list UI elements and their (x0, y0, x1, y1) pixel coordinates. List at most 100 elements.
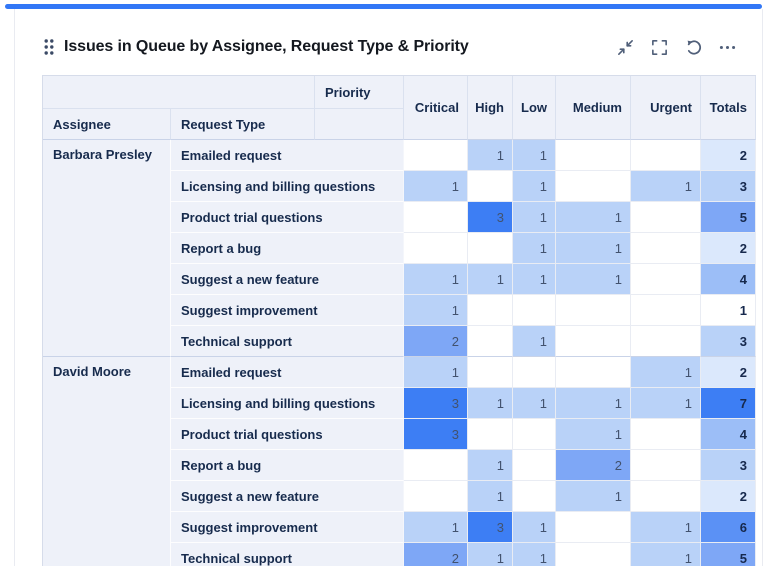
pivot-table: Priority Critical High Low Medium Urgent Total… (42, 75, 756, 566)
value-cell: 1 (556, 481, 631, 512)
more-options-icon[interactable] (717, 37, 738, 58)
request-type-cell: Report a bug (171, 233, 404, 264)
table-row: Product trial questions 3 1 4 (43, 419, 756, 450)
value-cell: 1 (631, 388, 701, 419)
value-cell: 1 (513, 388, 556, 419)
assignee-cell: David Moore (43, 357, 171, 566)
value-cell (404, 140, 468, 171)
value-cell: 1 (513, 264, 556, 295)
value-cell (556, 295, 631, 326)
value-cell (404, 481, 468, 512)
table-row: Technical support 2 1 1 1 5 (43, 543, 756, 566)
request-type-cell: Technical support (171, 543, 404, 566)
value-cell: 2 (556, 450, 631, 481)
table-row: Product trial questions 3 1 1 5 (43, 202, 756, 233)
request-type-cell: Suggest improvement (171, 512, 404, 543)
request-type-cell: Licensing and billing questions (171, 171, 404, 202)
value-cell: 3 (468, 512, 513, 543)
value-cell: 1 (513, 512, 556, 543)
value-cell: 2 (404, 543, 468, 566)
table-row: Suggest improvement 1 3 1 1 6 (43, 512, 756, 543)
value-cell: 1 (468, 543, 513, 566)
request-type-cell: Suggest a new feature (171, 264, 404, 295)
value-cell: 1 (468, 140, 513, 171)
value-cell: 1 (468, 264, 513, 295)
table-row: David Moore Emailed request 1 1 2 (43, 357, 756, 566)
value-cell: 1 (513, 233, 556, 264)
total-cell: 5 (701, 543, 756, 566)
collapse-icon[interactable] (615, 37, 636, 58)
column-header-critical: Critical (404, 76, 468, 140)
column-header-low: Low (513, 76, 556, 140)
refresh-icon[interactable] (683, 37, 704, 58)
value-cell: 1 (404, 295, 468, 326)
pivot-table-wrap: Priority Critical High Low Medium Urgent Total… (42, 75, 756, 566)
value-cell: 1 (404, 512, 468, 543)
value-cell (513, 419, 556, 450)
value-cell (513, 357, 556, 388)
drag-handle-icon[interactable] (43, 38, 55, 56)
value-cell (404, 233, 468, 264)
column-header-high: High (468, 76, 513, 140)
value-cell: 1 (556, 233, 631, 264)
request-type-cell: Licensing and billing questions (171, 388, 404, 419)
total-cell: 6 (701, 512, 756, 543)
value-cell (468, 233, 513, 264)
value-cell (513, 450, 556, 481)
value-cell (404, 202, 468, 233)
value-cell: 1 (556, 202, 631, 233)
request-type-cell: Suggest improvement (171, 295, 404, 326)
request-type-cell: Product trial questions (171, 419, 404, 450)
total-cell: 1 (701, 295, 756, 326)
gadget-title: Issues in Queue by Assignee, Request Typ… (64, 38, 469, 55)
value-cell: 1 (404, 264, 468, 295)
value-cell: 1 (631, 512, 701, 543)
value-cell: 1 (468, 388, 513, 419)
value-cell (556, 357, 631, 388)
column-header-urgent: Urgent (631, 76, 701, 140)
value-cell (513, 295, 556, 326)
total-cell: 2 (701, 357, 756, 388)
table-row: Report a bug 1 1 2 (43, 233, 756, 264)
value-cell (631, 450, 701, 481)
value-cell (631, 326, 701, 357)
total-cell: 4 (701, 419, 756, 450)
value-cell (468, 419, 513, 450)
value-cell: 1 (631, 171, 701, 202)
value-cell (631, 202, 701, 233)
value-cell: 1 (631, 543, 701, 566)
value-cell (468, 357, 513, 388)
value-cell: 1 (468, 450, 513, 481)
table-row: Suggest a new feature 1 1 1 1 4 (43, 264, 756, 295)
total-cell: 4 (701, 264, 756, 295)
fullscreen-icon[interactable] (649, 37, 670, 58)
value-cell (556, 326, 631, 357)
value-cell: 1 (631, 357, 701, 388)
request-type-cell: Emailed request (171, 357, 404, 388)
total-cell: 3 (701, 326, 756, 357)
value-cell: 3 (468, 202, 513, 233)
total-cell: 5 (701, 202, 756, 233)
gadget-card: Issues in Queue by Assignee, Request Typ… (14, 9, 763, 566)
value-cell (468, 326, 513, 357)
value-cell: 1 (468, 481, 513, 512)
total-cell: 2 (701, 481, 756, 512)
total-cell: 3 (701, 450, 756, 481)
request-type-cell: Emailed request (171, 140, 404, 171)
assignee-header: Assignee (43, 109, 171, 140)
value-cell: 2 (404, 326, 468, 357)
column-header-medium: Medium (556, 76, 631, 140)
request-type-cell: Suggest a new feature (171, 481, 404, 512)
priority-header-spacer (315, 109, 404, 140)
table-row: Licensing and billing questions 3 1 1 1 1 7 (43, 388, 756, 419)
value-cell: 1 (513, 140, 556, 171)
gadget-toolbar (615, 37, 738, 58)
value-cell (631, 140, 701, 171)
value-cell (631, 419, 701, 450)
value-cell (631, 295, 701, 326)
value-cell (556, 512, 631, 543)
value-cell: 1 (556, 388, 631, 419)
value-cell: 1 (556, 264, 631, 295)
value-cell: 1 (556, 419, 631, 450)
